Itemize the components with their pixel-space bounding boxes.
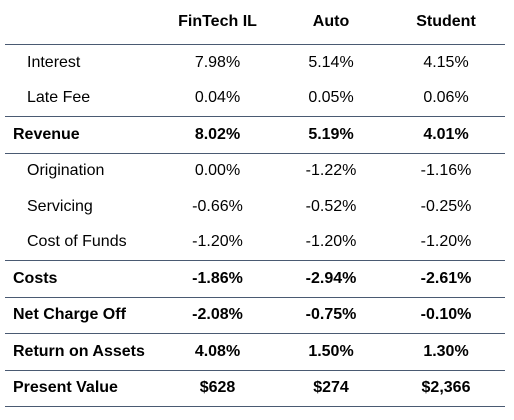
- cell-value: -1.16%: [420, 162, 472, 180]
- cell-value: -0.75%: [275, 297, 387, 334]
- header-cell: FinTech IL: [160, 0, 275, 45]
- cell-value: 5.19%: [275, 116, 387, 154]
- cell-value: 0.06%: [387, 80, 505, 117]
- row-label: Interest: [27, 53, 81, 71]
- cell-value: -1.86%: [160, 260, 275, 298]
- cell-value: -0.25%: [420, 197, 472, 215]
- cell-value: -2.94%: [275, 260, 387, 298]
- cell-value: 0.00%: [194, 162, 241, 180]
- table-row: Net Charge Off -2.08% -0.75% -0.10%: [5, 297, 505, 334]
- cell-value: 1.50%: [275, 333, 387, 371]
- cell-value: -1.20%: [275, 224, 387, 261]
- data-table: FinTech IL Auto Student Interest 7.98% 5.1…: [5, 0, 505, 407]
- cell-value: -2.61%: [387, 260, 505, 298]
- cell-value: 0.05%: [275, 80, 387, 117]
- cell-value: 4.15%: [423, 53, 469, 71]
- row-label: Late Fee: [5, 80, 160, 117]
- cell-value: -0.66%: [192, 197, 243, 215]
- cell-value: -1.20%: [160, 224, 275, 261]
- header-cell: [5, 0, 160, 45]
- row-label: Present Value: [5, 370, 160, 407]
- cell-value: 1.30%: [387, 333, 505, 371]
- table-row: Servicing -0.66% -0.52% -0.25%: [5, 189, 505, 225]
- table-row: Interest 7.98% 5.14% 4.15%: [5, 45, 505, 81]
- row-label: Cost of Funds: [5, 224, 160, 261]
- cell-value: $274: [275, 370, 387, 407]
- table-row: Late Fee 0.04% 0.05% 0.06%: [5, 80, 505, 117]
- row-label: Return on Assets: [5, 333, 160, 371]
- table-row: Revenue 8.02% 5.19% 4.01%: [5, 116, 505, 154]
- cell-value: 0.04%: [160, 80, 275, 117]
- row-label: Servicing: [27, 197, 93, 215]
- row-label: Origination: [27, 162, 105, 180]
- cell-value: -1.20%: [387, 224, 505, 261]
- cell-value: 4.08%: [160, 333, 275, 371]
- cell-value: 7.98%: [194, 53, 241, 71]
- cell-value: -1.22%: [305, 162, 357, 180]
- header-row: FinTech IL Auto Student: [5, 0, 505, 45]
- row-label: Revenue: [5, 116, 160, 154]
- table-row: Return on Assets 4.08% 1.50% 1.30%: [5, 333, 505, 371]
- cell-value: -0.10%: [387, 297, 505, 334]
- cell-value: 4.01%: [387, 116, 505, 154]
- cell-value: -0.52%: [305, 197, 357, 215]
- row-label: Costs: [5, 260, 160, 298]
- header-cell: Student: [387, 0, 505, 45]
- table-row: Costs -1.86% -2.94% -2.61%: [5, 260, 505, 298]
- cell-value: $628: [160, 370, 275, 407]
- cell-value: 5.14%: [308, 53, 354, 71]
- header-cell: Auto: [275, 0, 387, 45]
- row-label: Net Charge Off: [5, 297, 160, 334]
- table-row: Origination 0.00% -1.22% -1.16%: [5, 153, 505, 189]
- cell-value: -2.08%: [160, 297, 275, 334]
- cell-value: 8.02%: [160, 116, 275, 154]
- table-row: Present Value $628 $274 $2,366: [5, 370, 505, 407]
- table-body: Interest 7.98% 5.14% 4.15% Late Fee 0.04% 0.05…: [5, 45, 505, 407]
- table-row: Cost of Funds -1.20% -1.20% -1.20%: [5, 224, 505, 261]
- cell-value: $2,366: [387, 370, 505, 407]
